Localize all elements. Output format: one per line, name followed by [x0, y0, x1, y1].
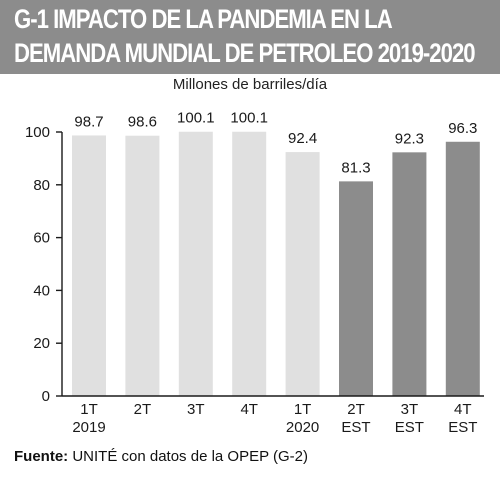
bar-2	[178, 131, 213, 396]
data-label-5: 81.3	[341, 159, 370, 176]
y-tick-label-3: 60	[33, 230, 50, 247]
chart-title-line-1: G-1 IMPACTO DE LA PANDEMIA EN LA	[14, 4, 393, 34]
y-tick-label-5: 100	[25, 124, 50, 141]
x-tick-sublabel-0: 2019	[72, 419, 105, 436]
data-label-3: 100.1	[230, 110, 268, 127]
bar-4	[285, 152, 320, 396]
data-label-6: 92.3	[395, 130, 424, 147]
source-text: UNITÉ con datos de la OPEP (G-2)	[72, 448, 308, 465]
x-tick-label-6: 3T	[401, 401, 419, 418]
x-tick-sublabel-6: EST	[395, 419, 424, 436]
data-label-7: 96.3	[448, 120, 477, 137]
bar-0	[72, 135, 106, 396]
chart-title-line-2: DEMANDA MUNDIAL DE PETROLEO 2019-2020	[14, 38, 476, 68]
bar-7	[445, 141, 480, 396]
x-tick-label-7: 4T	[454, 401, 472, 418]
x-tick-sublabel-4: 2020	[286, 419, 319, 436]
bar-1	[125, 135, 160, 397]
data-label-2: 100.1	[177, 110, 215, 127]
y-tick-label-4: 80	[33, 177, 50, 194]
title-banner: G-1 IMPACTO DE LA PANDEMIA EN LA DEMANDA…	[0, 0, 500, 74]
y-tick-label-0: 0	[42, 388, 50, 405]
x-tick-label-5: 2T	[347, 401, 365, 418]
y-tick-label-1: 20	[33, 335, 50, 352]
x-tick-sublabel-7: EST	[448, 419, 477, 436]
y-axis-unit-label: Millones de barriles/día	[172, 76, 328, 93]
source-label: Fuente:	[14, 448, 69, 465]
x-tick-label-3: 4T	[240, 401, 258, 418]
x-tick-label-4: 1T	[294, 401, 312, 418]
source-note: Fuente: UNITÉ con datos de la OPEP (G-2)	[14, 448, 308, 465]
bar-chart: 02040608010098.71T201998.62T100.13T100.1…	[25, 110, 484, 436]
x-tick-label-0: 1T	[80, 401, 98, 418]
bar-5	[339, 181, 373, 396]
x-tick-label-2: 3T	[187, 401, 205, 418]
x-tick-sublabel-5: EST	[341, 419, 370, 436]
bar-3	[232, 131, 267, 396]
y-tick-label-2: 40	[33, 282, 50, 299]
data-label-4: 92.4	[288, 130, 317, 147]
data-label-1: 98.6	[128, 114, 157, 131]
bar-6	[392, 152, 427, 396]
x-tick-label-1: 2T	[134, 401, 152, 418]
data-label-0: 98.7	[74, 113, 103, 130]
